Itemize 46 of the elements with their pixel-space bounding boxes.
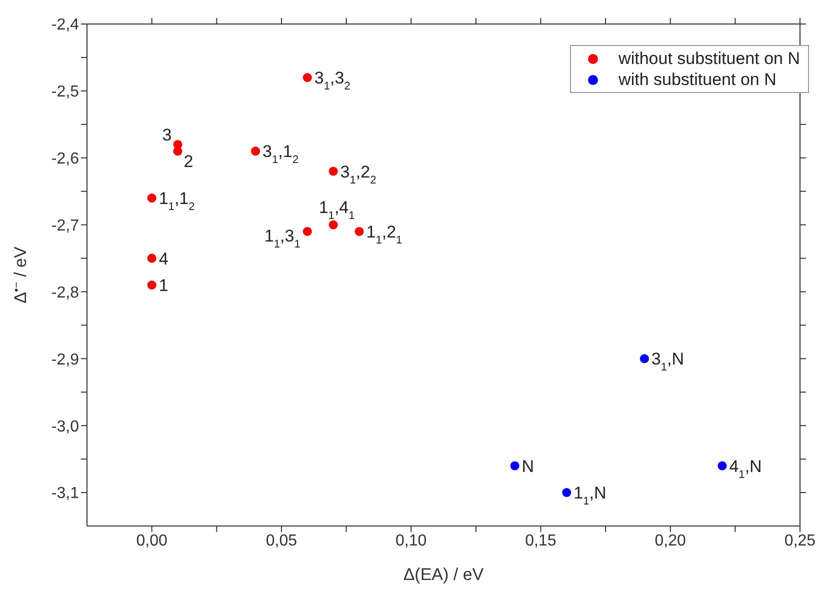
x-tick-label: 0,05 (266, 532, 298, 550)
annotation: 2 (184, 152, 194, 172)
annotation: 3$_{1}$,1$_{2}$ (262, 142, 298, 166)
annotation: 1$_{1}$,4$_{1}$ (318, 198, 355, 222)
annotation: 4 (158, 249, 168, 268)
x-tick-label: 0,00 (136, 532, 168, 550)
legend-label: with substituent on N (618, 69, 776, 90)
point (147, 194, 156, 203)
y-tick-label: -2,4 (51, 16, 80, 34)
point (251, 146, 260, 156)
annotation: 1 (158, 276, 168, 296)
y-tick-label: -2,9 (51, 351, 80, 368)
annotation: 1$_{1}$,2$_{1}$ (366, 222, 402, 246)
annotation: 3$_{1}$,3$_{2}$ (314, 68, 350, 93)
point (147, 254, 156, 263)
point (328, 166, 338, 176)
legend-label: without substituent on N (618, 48, 800, 69)
point (640, 354, 649, 364)
point (328, 220, 338, 230)
point (147, 280, 156, 290)
x-tick-label: 0,10 (396, 532, 427, 550)
annotation: 1$_{1}$,3$_{1}$ (264, 226, 300, 250)
y-tick-label: -2,8 (51, 284, 80, 302)
annotation: 3$_{1}$,2$_{2}$ (340, 162, 376, 186)
x-tick-label: 0,25 (784, 532, 816, 550)
annotation: 3 (162, 125, 172, 144)
point (354, 226, 364, 236)
point (302, 226, 312, 236)
annotation: 3$_{1}$,N (651, 350, 684, 374)
x-axis-title: Δ(EA) / eV (403, 565, 484, 584)
annotation: 4$_{1}$,N (729, 456, 762, 481)
annotation: 1$_{1}$,N (574, 484, 606, 508)
y-tick-label: -2,7 (51, 217, 80, 234)
point (173, 146, 182, 156)
x-tick-label: 0,20 (654, 532, 686, 550)
y-tick-label: -3,1 (51, 485, 80, 502)
y-tick-label: -2,5 (51, 84, 80, 101)
annotation: 1$_{1}$,1$_{2}$ (158, 189, 195, 214)
annotation: N (522, 456, 534, 476)
y-tick-label: -3,0 (51, 418, 80, 436)
point (562, 488, 572, 498)
y-tick-label: -2,6 (51, 150, 80, 168)
point (302, 73, 312, 82)
point (718, 461, 727, 470)
point (510, 461, 520, 470)
x-tick-label: 0,15 (525, 532, 556, 550)
